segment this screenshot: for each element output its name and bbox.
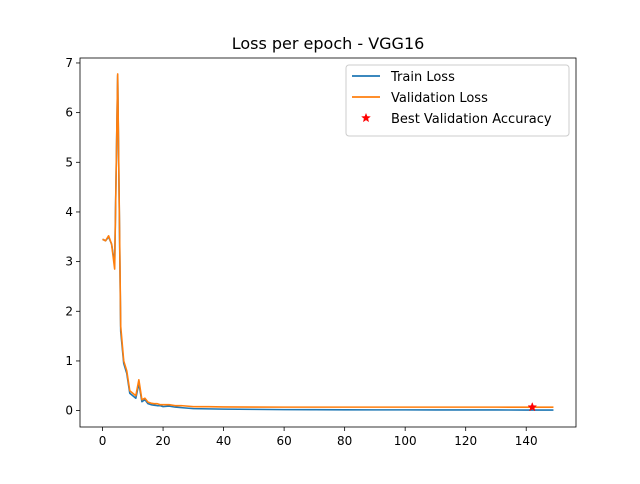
y-axis: 0 1 2 3 4 5 6 7 [65, 56, 80, 418]
y-tick-label: 1 [65, 354, 73, 368]
x-tick-label: 100 [394, 434, 417, 448]
x-tick-label: 80 [337, 434, 352, 448]
legend: Train Loss Validation Loss Best Validation… [345, 64, 570, 137]
y-tick-label: 2 [65, 304, 73, 318]
x-tick-label: 40 [216, 434, 231, 448]
legend-box [345, 64, 570, 137]
legend-star-icon [361, 112, 371, 123]
x-tick-label: 0 [99, 434, 107, 448]
x-tick-label: 120 [454, 434, 477, 448]
y-tick-label: 3 [65, 255, 73, 269]
series-line-validation-loss [102, 73, 554, 409]
chart-title: Loss per epoch - VGG16 [232, 34, 425, 53]
y-tick-label: 7 [65, 56, 73, 70]
axes-frame [79, 57, 577, 428]
y-tick-label: 4 [65, 205, 73, 219]
plot-area [102, 73, 554, 412]
x-tick-label: 20 [155, 434, 170, 448]
y-tick-label: 6 [65, 106, 73, 120]
legend-label: Validation Loss [391, 91, 488, 106]
legend-label: Train Loss [390, 70, 455, 85]
y-tick-label: 5 [65, 155, 73, 169]
best-validation-marker [527, 401, 538, 412]
x-tick-label: 60 [276, 434, 291, 448]
x-tick-label: 140 [515, 434, 538, 448]
legend-label: Best Validation Accuracy [391, 112, 552, 127]
y-tick-label: 0 [65, 404, 73, 418]
x-axis: 0 20 40 60 80 100 120 140 [99, 427, 538, 448]
